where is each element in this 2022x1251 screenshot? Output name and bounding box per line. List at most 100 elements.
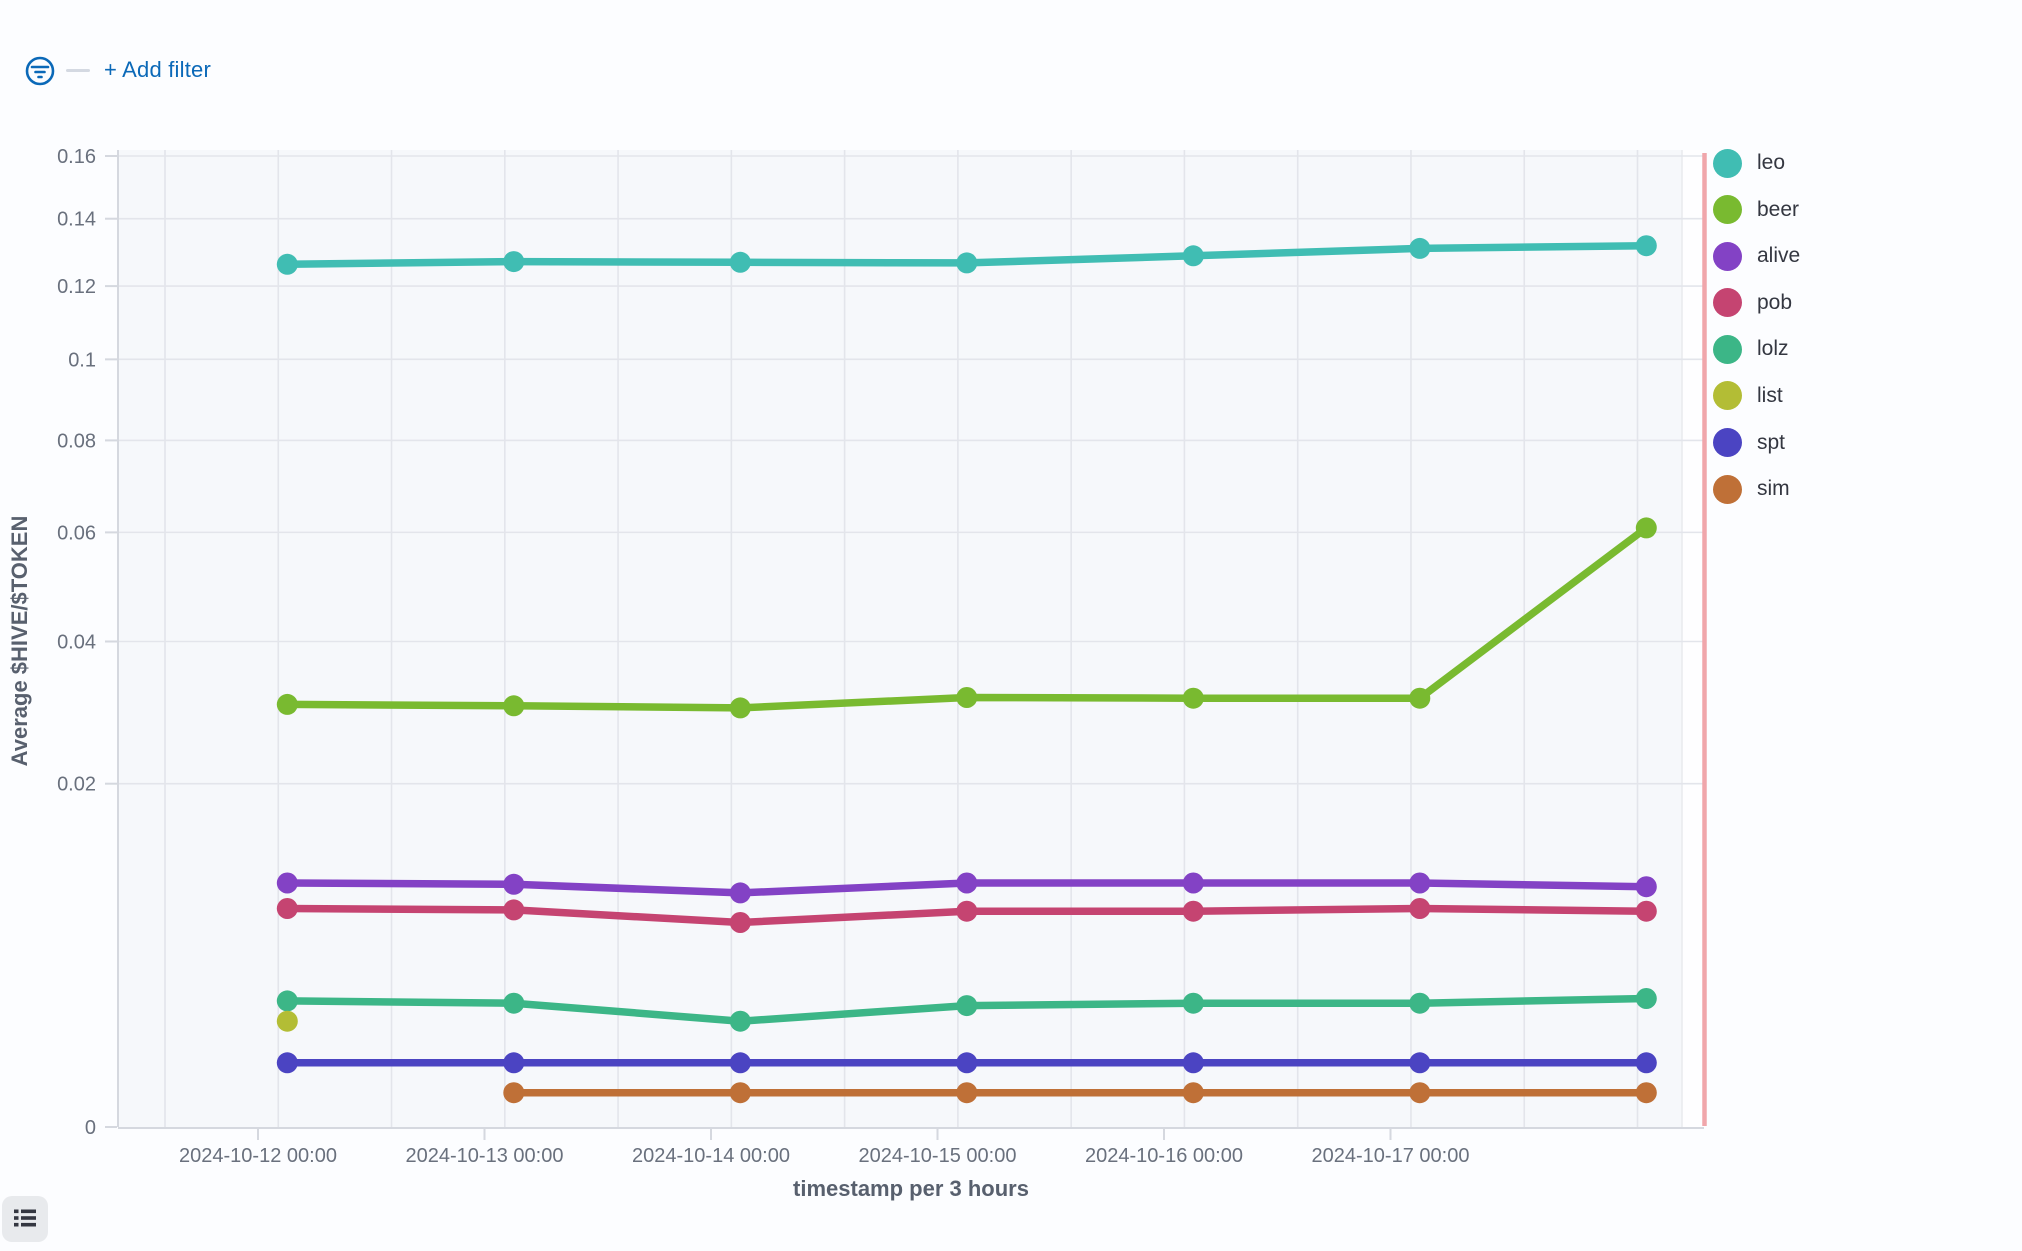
data-point-spt[interactable]: [1409, 1052, 1431, 1074]
data-point-spt[interactable]: [1635, 1052, 1657, 1074]
legend-toggle-button[interactable]: [2, 1196, 48, 1242]
legend-item-sim[interactable]: sim: [1713, 474, 1800, 504]
legend-color-dot: [1713, 474, 1742, 504]
add-filter-button[interactable]: + Add filter: [104, 57, 211, 82]
data-point-pob[interactable]: [1409, 898, 1431, 919]
legend-item-lolz[interactable]: lolz: [1713, 334, 1800, 364]
legend-color-dot: [1713, 288, 1742, 318]
legend-item-spt[interactable]: spt: [1713, 428, 1800, 458]
x-tick-label: 2024-10-12 00:00: [179, 1145, 337, 1167]
legend-color-dot: [1713, 381, 1742, 411]
legend-item-alive[interactable]: alive: [1713, 241, 1800, 271]
data-point-pob[interactable]: [956, 900, 978, 922]
y-tick-label: 0.12: [57, 276, 96, 298]
data-point-pob[interactable]: [503, 899, 525, 921]
list-icon: [10, 1203, 40, 1236]
y-tick-label: 0.14: [57, 209, 96, 231]
data-point-alive[interactable]: [956, 872, 978, 894]
legend-item-beer[interactable]: beer: [1713, 195, 1800, 225]
x-tick-label: 2024-10-14 00:00: [632, 1145, 790, 1167]
legend-item-leo[interactable]: leo: [1713, 148, 1800, 178]
data-point-sim[interactable]: [729, 1082, 751, 1104]
axes: 0 0.02 0.04 0.06 0.08 0.1 0.12 0.14 0.16 2024-10-…: [57, 146, 1704, 1167]
y-tick-label: 0.04: [57, 632, 96, 654]
y-tick-label: 0.16: [57, 146, 96, 168]
data-point-alive[interactable]: [276, 872, 298, 894]
data-point-pob[interactable]: [276, 898, 298, 919]
data-point-pob[interactable]: [729, 912, 751, 933]
filter-placeholder-dash: [66, 69, 90, 72]
data-point-leo[interactable]: [1182, 245, 1204, 267]
data-point-alive[interactable]: [503, 873, 525, 895]
data-point-lolz[interactable]: [1182, 992, 1204, 1014]
legend-color-dot: [1713, 195, 1742, 225]
data-point-leo[interactable]: [1409, 237, 1431, 259]
data-point-lolz[interactable]: [1635, 988, 1657, 1009]
data-point-spt[interactable]: [276, 1052, 298, 1074]
filter-bar: + Add filter: [0, 0, 2022, 110]
data-point-lolz[interactable]: [729, 1010, 751, 1032]
data-point-leo[interactable]: [729, 251, 751, 273]
data-point-beer[interactable]: [1409, 687, 1431, 709]
data-point-lolz[interactable]: [503, 992, 525, 1014]
data-point-alive[interactable]: [729, 882, 751, 904]
data-point-alive[interactable]: [1182, 872, 1204, 894]
legend-label: lolz: [1757, 337, 1789, 361]
legend-label: spt: [1757, 430, 1786, 454]
legend-label: leo: [1757, 151, 1786, 174]
data-point-sim[interactable]: [1409, 1082, 1431, 1104]
legend-color-dot: [1713, 241, 1742, 271]
legend-label: pob: [1757, 290, 1793, 314]
data-point-leo[interactable]: [503, 251, 525, 273]
data-point-spt[interactable]: [1182, 1052, 1204, 1074]
legend-label: alive: [1757, 244, 1801, 268]
data-point-pob[interactable]: [1635, 900, 1657, 922]
data-point-sim[interactable]: [1182, 1082, 1204, 1104]
data-point-spt[interactable]: [956, 1052, 978, 1074]
y-tick-label: 0.1: [68, 349, 96, 371]
data-point-pob[interactable]: [1182, 900, 1204, 922]
y-axis-title: Average $HIVE/$TOKEN: [7, 516, 32, 767]
data-point-lolz[interactable]: [956, 995, 978, 1017]
data-point-beer[interactable]: [503, 695, 525, 717]
data-point-beer[interactable]: [1182, 687, 1204, 709]
data-point-leo[interactable]: [956, 252, 978, 274]
data-point-list[interactable]: [276, 1010, 298, 1032]
data-point-spt[interactable]: [503, 1052, 525, 1074]
data-point-leo[interactable]: [276, 253, 298, 275]
legend-item-pob[interactable]: pob: [1713, 288, 1800, 318]
data-point-beer[interactable]: [956, 687, 978, 708]
data-point-leo[interactable]: [1635, 235, 1657, 257]
y-tick-label: 0: [85, 1117, 96, 1139]
data-point-beer[interactable]: [1635, 517, 1657, 539]
data-series[interactable]: [276, 235, 1657, 1104]
data-point-sim[interactable]: [1635, 1082, 1657, 1104]
x-tick-label: 2024-10-13 00:00: [406, 1145, 564, 1167]
data-point-beer[interactable]: [729, 697, 751, 719]
y-tick-label: 0.06: [57, 522, 96, 544]
y-tick-label: 0.02: [57, 774, 96, 796]
grid-lines: [118, 150, 1704, 1127]
legend-label: sim: [1757, 477, 1790, 501]
data-point-alive[interactable]: [1635, 876, 1657, 898]
data-point-spt[interactable]: [729, 1052, 751, 1074]
x-tick-label: 2024-10-16 00:00: [1085, 1145, 1243, 1167]
filter-circle-icon: [25, 56, 55, 89]
data-point-sim[interactable]: [503, 1082, 525, 1104]
legend-color-dot: [1713, 334, 1742, 364]
legend-color-dot: [1713, 148, 1742, 178]
data-point-beer[interactable]: [276, 693, 298, 715]
data-point-sim[interactable]: [956, 1082, 978, 1104]
legend-item-list[interactable]: list: [1713, 381, 1800, 411]
legend: leo beer alive pob lolz list spt sim: [1713, 148, 1800, 521]
x-tick-label: 2024-10-15 00:00: [859, 1145, 1017, 1167]
legend-color-dot: [1713, 428, 1742, 458]
data-point-lolz[interactable]: [1409, 992, 1431, 1014]
data-point-alive[interactable]: [1409, 872, 1431, 894]
plot-background: [118, 150, 1704, 1127]
data-point-lolz[interactable]: [276, 990, 298, 1012]
x-tick-label: 2024-10-17 00:00: [1312, 1145, 1470, 1167]
filter-menu-button[interactable]: [25, 56, 55, 86]
